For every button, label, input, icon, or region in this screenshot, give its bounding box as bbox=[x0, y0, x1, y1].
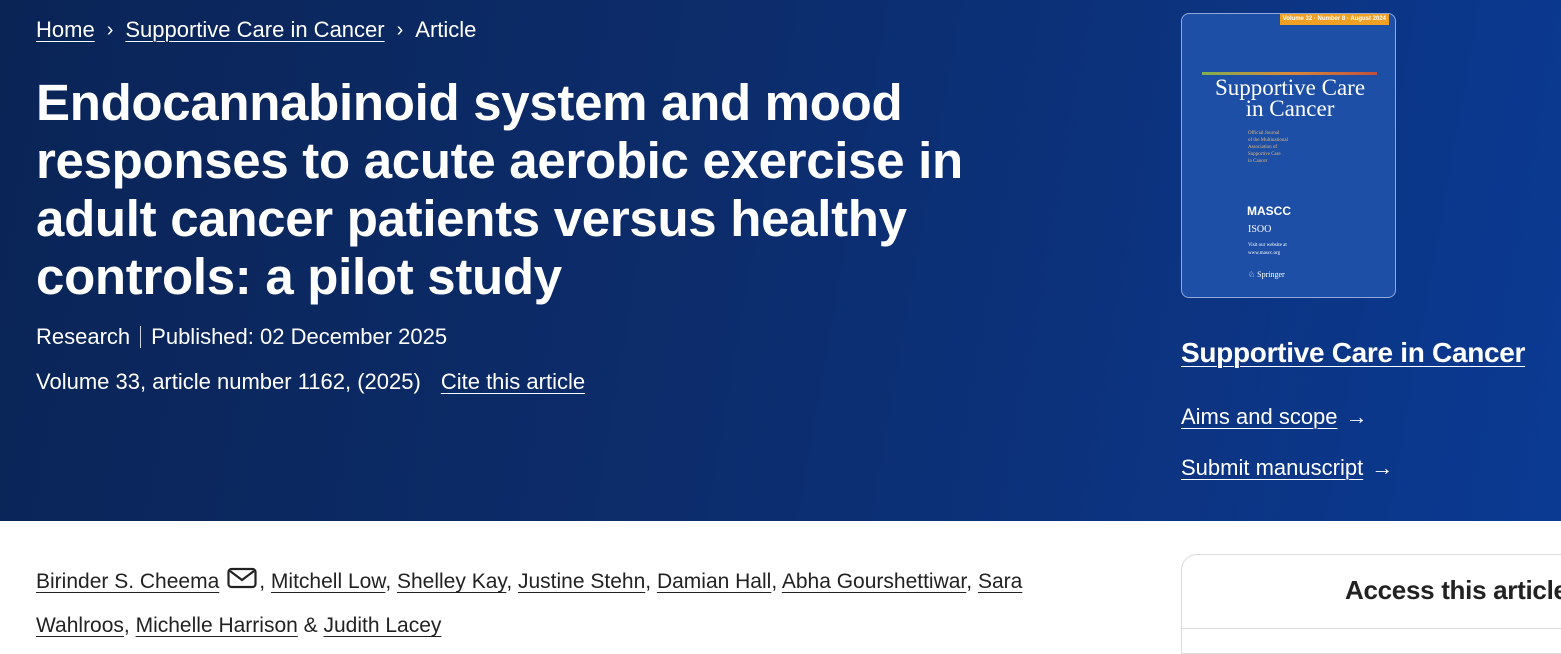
separator: , bbox=[123, 613, 136, 637]
arrow-right-icon: → bbox=[1345, 404, 1368, 429]
aims-scope-link[interactable]: Aims and scope → bbox=[1181, 404, 1368, 430]
author-link[interactable]: Mitchell Low bbox=[270, 570, 386, 593]
article-type: Research bbox=[36, 324, 131, 349]
cover-springer-logo: ♘ Springer bbox=[1248, 270, 1285, 279]
author-link[interactable]: Judith Lacey bbox=[323, 613, 442, 637]
breadcrumb: Home › Supportive Care in Cancer › Artic… bbox=[36, 17, 476, 43]
access-title: Access this article bbox=[1345, 575, 1561, 605]
article-header: Home › Supportive Care in Cancer › Artic… bbox=[0, 0, 1561, 521]
cite-article-link[interactable]: Cite this article bbox=[440, 369, 586, 394]
journal-cover-image[interactable]: Volume 32 · Number 8 · August 2024 Suppo… bbox=[1181, 13, 1396, 298]
cover-isoo-logo: ISOO bbox=[1248, 224, 1272, 235]
separator: , bbox=[771, 570, 782, 593]
cover-issue-tag: Volume 32 · Number 8 · August 2024 bbox=[1279, 14, 1389, 25]
cover-subtitle: Official Journal of the Multinational Asso… bbox=[1248, 131, 1288, 164]
article-meta: Research Published: 02 December 2025 bbox=[36, 324, 447, 350]
author-link[interactable]: Damian Hall bbox=[656, 570, 772, 593]
breadcrumb-home[interactable]: Home bbox=[36, 17, 95, 42]
separator: , bbox=[645, 570, 657, 593]
breadcrumb-current: Article bbox=[415, 17, 477, 42]
volume-info: Volume 33, article number 1162, (2025) bbox=[36, 369, 421, 394]
access-article-panel: Access this article bbox=[1181, 554, 1561, 654]
divider bbox=[140, 326, 142, 348]
cover-mascc-logo: MASCC bbox=[1247, 204, 1291, 218]
cover-visit-text: Visit our website at www.mascc.org bbox=[1248, 243, 1287, 256]
chevron-right-icon: › bbox=[396, 18, 404, 41]
author-link[interactable]: Birinder S. Cheema bbox=[36, 570, 220, 593]
cover-decor-line bbox=[1202, 72, 1377, 75]
separator: , bbox=[385, 570, 397, 593]
divider bbox=[1182, 628, 1561, 629]
author-link[interactable]: Abha Gourshettiwar bbox=[781, 570, 967, 593]
cover-title: Supportive Care in Cancer bbox=[1214, 75, 1366, 121]
email-icon[interactable] bbox=[227, 561, 257, 604]
breadcrumb-journal[interactable]: Supportive Care in Cancer bbox=[125, 17, 385, 42]
separator: & bbox=[297, 613, 324, 637]
author-list: Birinder S. Cheema, Mitchell Low, Shelle… bbox=[36, 560, 1116, 647]
author-link[interactable]: Justine Stehn bbox=[518, 570, 646, 593]
arrow-right-icon: → bbox=[1371, 455, 1394, 480]
chevron-right-icon: › bbox=[106, 18, 114, 41]
submit-manuscript-link[interactable]: Submit manuscript → bbox=[1181, 455, 1393, 481]
author-link[interactable]: Michelle Harrison bbox=[135, 613, 298, 637]
journal-title-link[interactable]: Supportive Care in Cancer bbox=[1181, 337, 1526, 368]
article-title: Endocannabinoid system and mood response… bbox=[36, 74, 963, 305]
separator: , bbox=[506, 570, 518, 593]
author-link[interactable]: Sara Wahlroos bbox=[36, 570, 1023, 637]
published-date: Published: 02 December 2025 bbox=[151, 324, 448, 349]
separator: , bbox=[259, 570, 271, 593]
separator: , bbox=[966, 570, 978, 593]
author-link[interactable]: Shelley Kay bbox=[396, 570, 507, 593]
submit-manuscript-label: Submit manuscript bbox=[1181, 455, 1364, 480]
aims-scope-label: Aims and scope bbox=[1181, 404, 1338, 429]
article-citation-info: Volume 33, article number 1162, (2025) C… bbox=[36, 369, 585, 395]
